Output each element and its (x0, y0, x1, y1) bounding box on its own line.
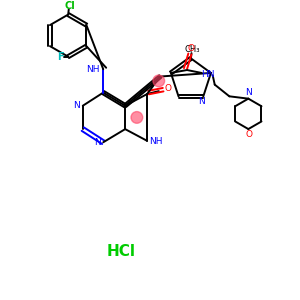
Text: NH: NH (86, 65, 100, 74)
Text: O: O (165, 84, 172, 93)
Text: N: N (245, 88, 252, 97)
Text: F: F (57, 52, 63, 62)
Text: Cl: Cl (64, 2, 75, 11)
Circle shape (153, 75, 165, 87)
Text: N: N (94, 138, 101, 147)
Text: N: N (198, 97, 205, 106)
Text: CH₃: CH₃ (184, 45, 200, 54)
Text: N: N (74, 101, 80, 110)
Circle shape (131, 112, 143, 123)
Text: NH: NH (149, 137, 163, 146)
Text: O: O (188, 44, 195, 52)
Text: HN: HN (201, 70, 215, 79)
Text: HCl: HCl (106, 244, 135, 260)
Text: O: O (245, 130, 252, 140)
